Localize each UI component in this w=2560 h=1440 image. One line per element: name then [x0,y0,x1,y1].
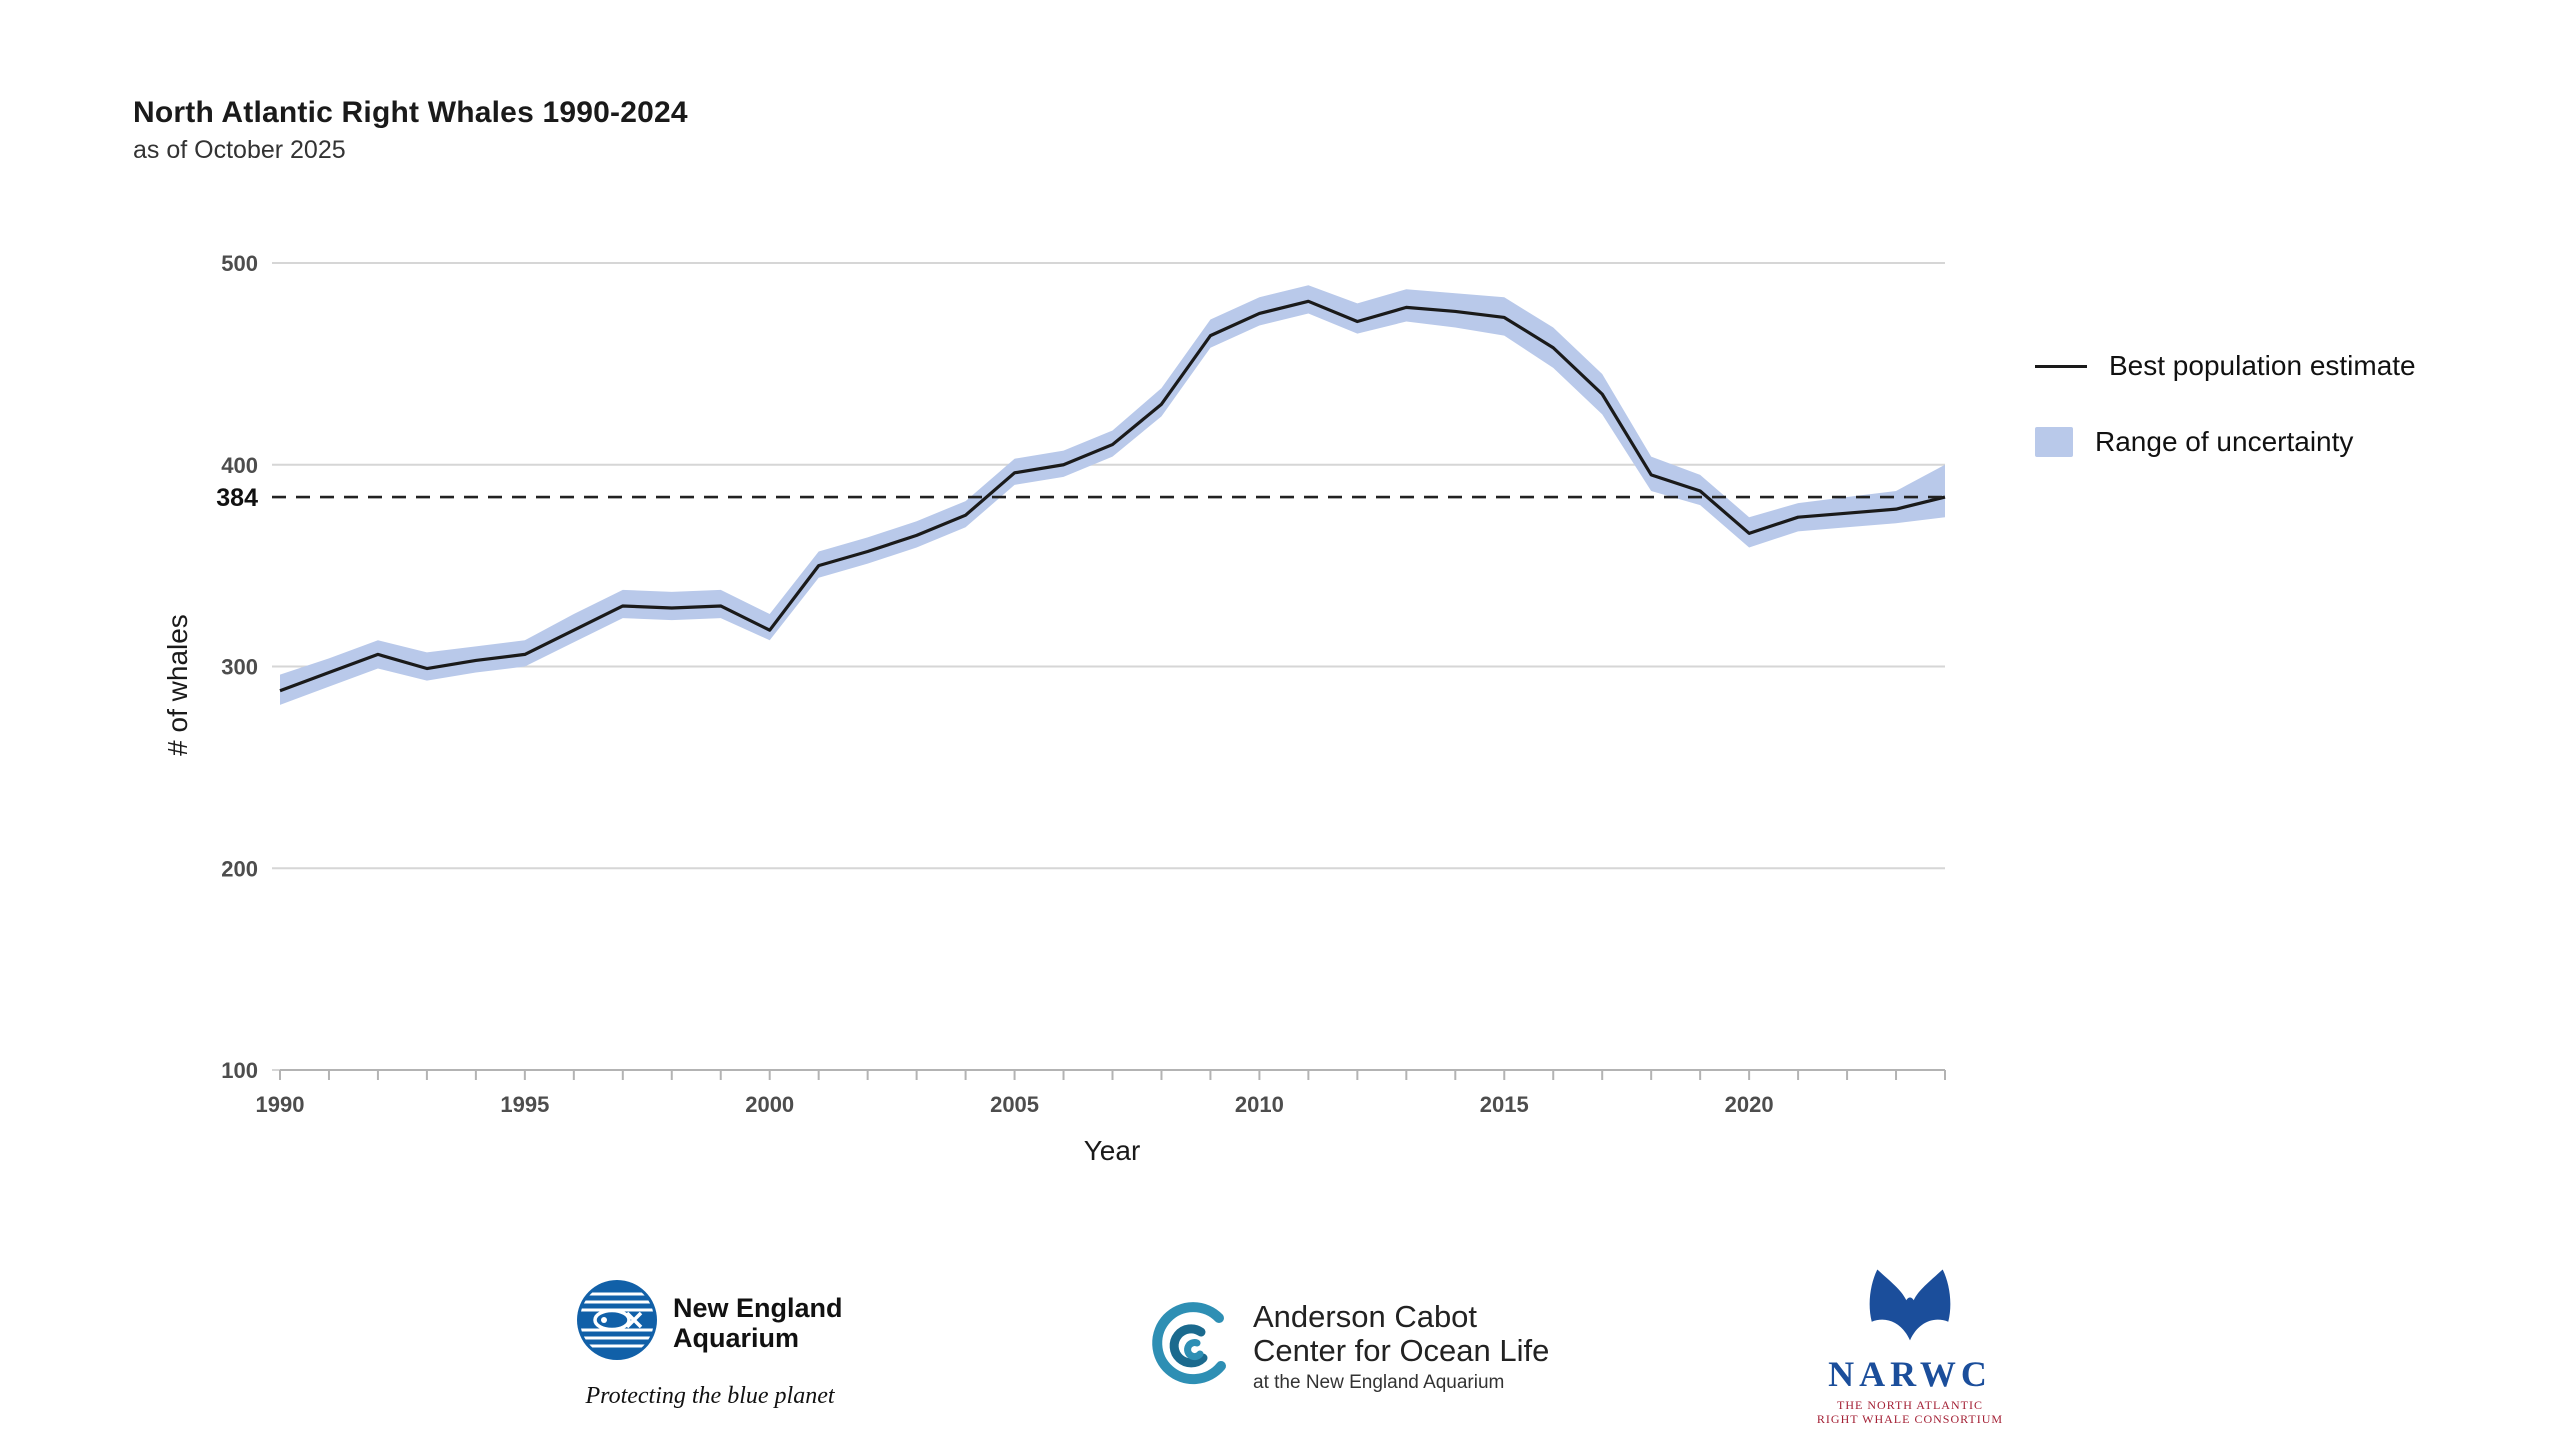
new-england-aquarium-fish-icon [575,1278,659,1367]
whale-tail-icon [1860,1269,1960,1350]
chart-subtitle: as of October 2025 [133,136,346,164]
x-tick-label: 2010 [1235,1092,1284,1117]
uncertainty-band [280,285,1945,705]
x-tick-label: 1990 [256,1092,305,1117]
population-chart: 384 100 200 300 400 500 1990 1995 2000 2005 2010 20… [216,251,1946,1117]
narwc-acronym: NARWC [1828,1354,1992,1394]
new-england-aquarium-logo: New England Aquarium Protecting the blue… [575,1278,845,1410]
anderson-cabot-center-logo: Anderson Cabot Center for Ocean Life at … [1145,1300,1549,1397]
y-tick-label: 200 [221,856,258,881]
line-swatch [2035,364,2087,368]
neaq-name-line2: Aquarium [673,1322,800,1353]
y-tick-label: 500 [221,251,258,276]
band-swatch [2035,427,2073,457]
neaq-name-line1: New England [673,1292,843,1323]
narwc-small-line2: RIGHT WHALE CONSORTIUM [1816,1412,2004,1426]
y-tick-label: 100 [221,1058,258,1083]
y-tick-label: 300 [221,655,258,680]
population-line [279,299,1946,693]
x-tick-label: 2000 [745,1092,794,1117]
wave-icon [1145,1300,1237,1397]
x-tick-label: 1995 [500,1092,549,1117]
narwc-logo: NARWC THE NORTH ATLANTIC RIGHT WHALE CON… [1815,1262,2005,1426]
neaq-tagline: Protecting the blue planet [585,1383,835,1409]
reference-label: 384 [216,484,258,512]
x-tick-label: 2005 [990,1092,1039,1117]
chart-canvas: 384 100 200 300 400 500 1990 1995 2000 2005 2010 20… [216,251,1946,1117]
narwc-small-line1: THE NORTH ATLANTIC [1837,1398,1983,1412]
acc-line3: at the New England Aquarium [1253,1372,1505,1393]
legend-label: Best population estimate [2109,350,2416,381]
legend-label: Range of uncertainty [2095,426,2354,457]
chart-title: North Atlantic Right Whales 1990-2024 [133,96,688,129]
legend-item-line: Best population estimate [2035,350,2455,382]
x-tick-label: 2020 [1725,1092,1774,1117]
legend: Best population estimate Range of uncert… [2035,350,2455,502]
y-tick-label: 400 [221,453,258,478]
x-tick-label: 2015 [1480,1092,1529,1117]
x-axis-title: Year [1083,1135,1141,1166]
y-axis-title: # of whales [162,614,193,756]
acc-line1: Anderson Cabot [1253,1299,1478,1334]
acc-line2: Center for Ocean Life [1253,1333,1550,1368]
legend-item-band: Range of uncertainty [2035,426,2455,458]
